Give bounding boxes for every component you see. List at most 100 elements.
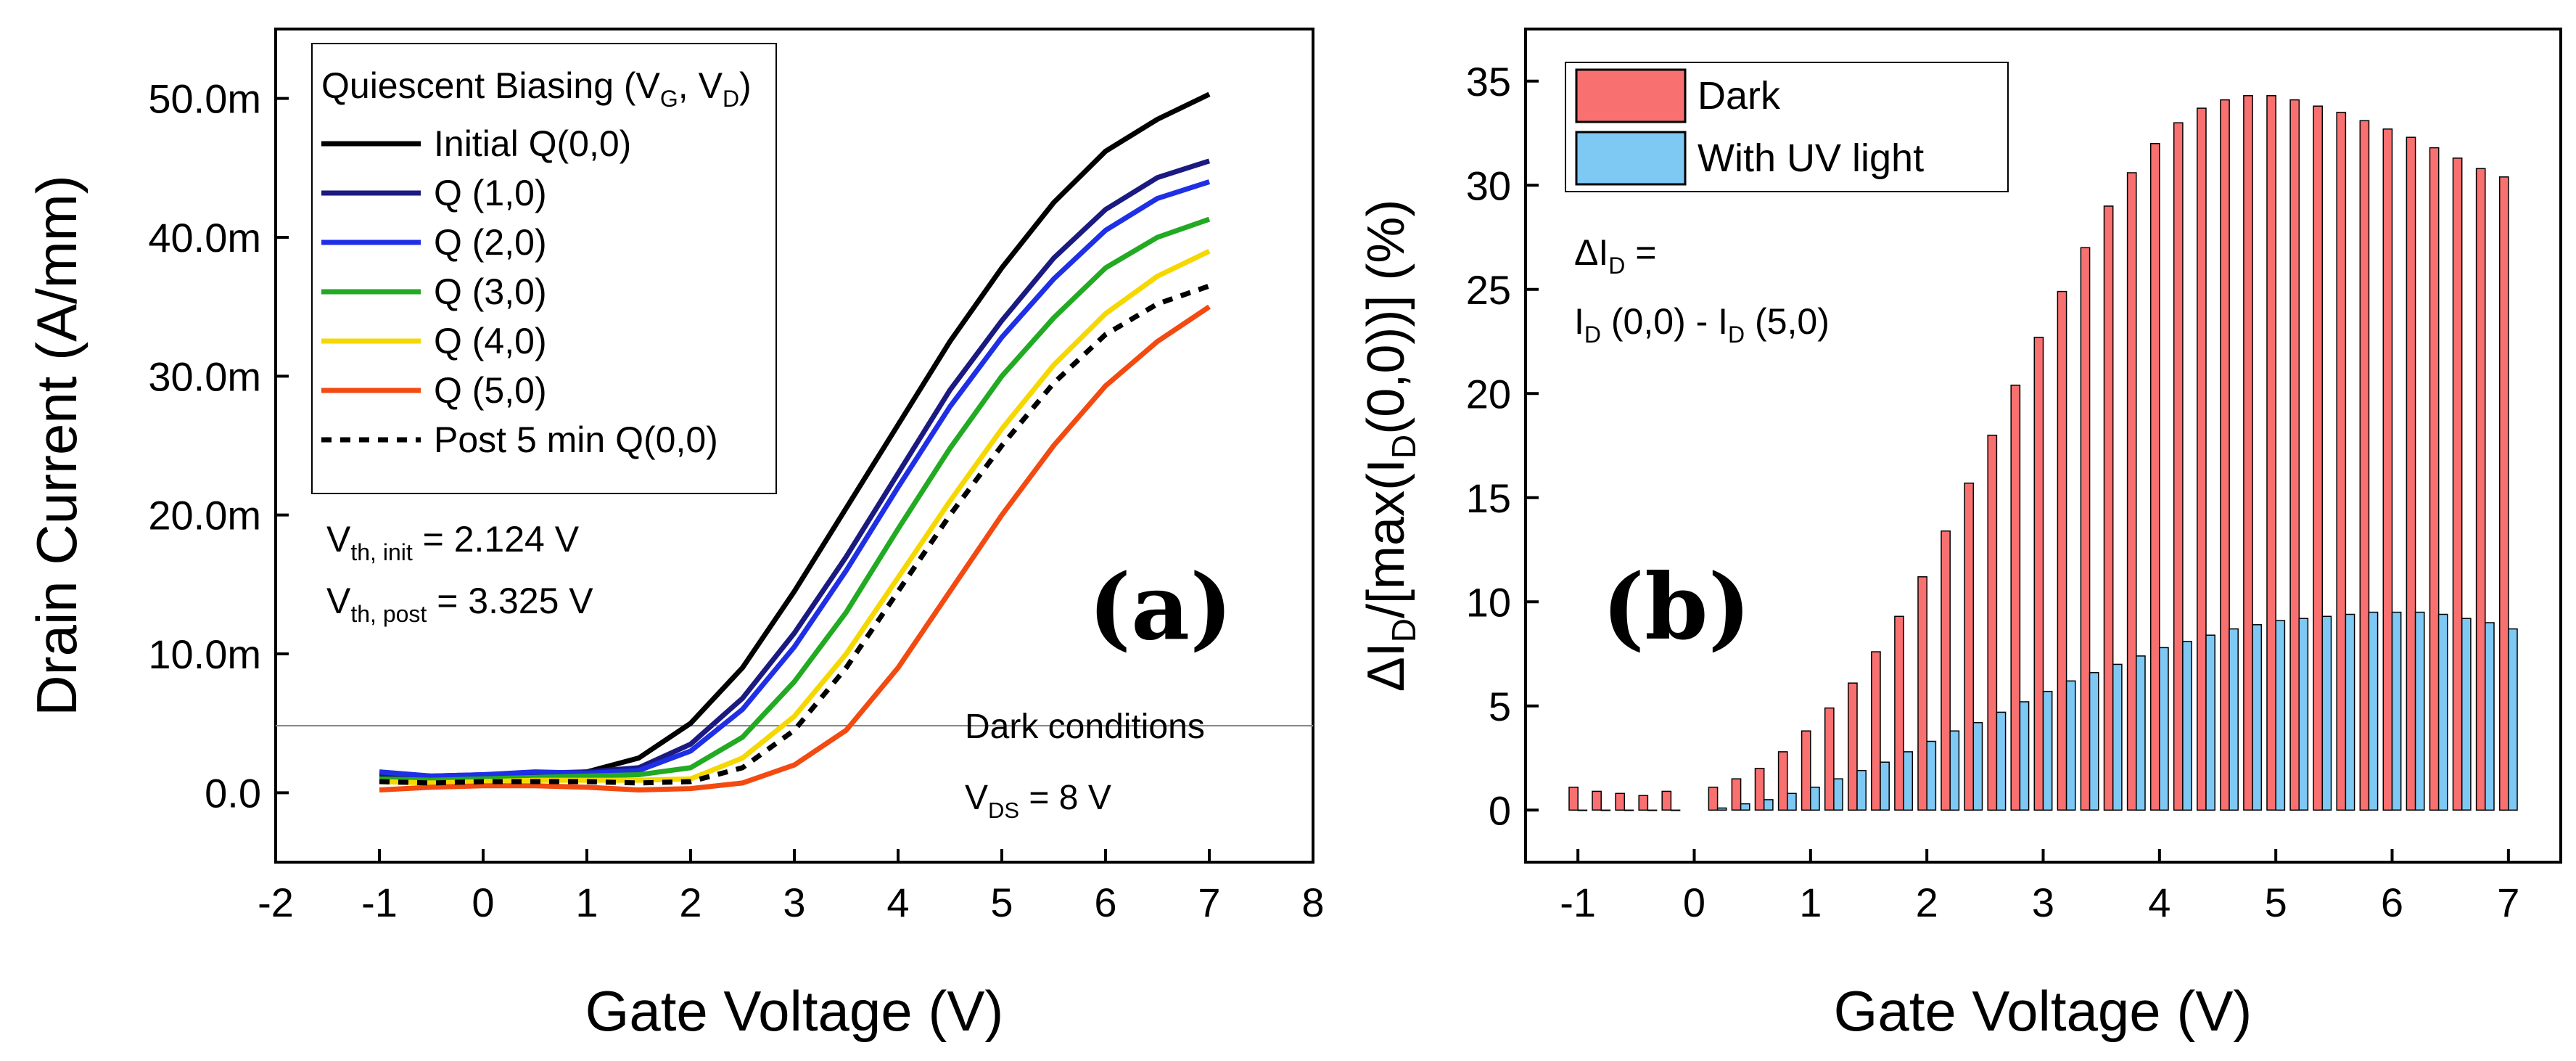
bar-uv	[1972, 721, 1983, 811]
bar-dark	[2498, 176, 2509, 811]
bar-uv	[1740, 803, 1750, 811]
panel-b-y-ticks: 0 5 10 15 20 25 30 35	[1466, 59, 1539, 833]
bar-uv	[2065, 680, 2076, 811]
legend-swatch-uv	[1575, 131, 1687, 186]
panel-b-x-ticks: -1 0 1 2 3 4 5 6 7	[1560, 849, 2519, 925]
bar-uv	[1600, 809, 1611, 811]
legend-label-4: Q (4,0)	[434, 321, 547, 361]
bar-uv	[1624, 809, 1634, 811]
bar-uv	[1880, 761, 1890, 811]
panel-a-x-axis-title: Gate Voltage (V)	[585, 979, 1004, 1043]
series-line-6	[379, 283, 1211, 786]
a-x-tick-label: 3	[783, 880, 805, 925]
b-x-tick-label: -1	[1560, 880, 1596, 925]
bar-dark	[2289, 99, 2300, 811]
b-x-tick-label: 2	[1916, 880, 1938, 925]
a-y-tick-label: 10.0m	[148, 631, 261, 677]
panel-b-x-axis-title: Gate Voltage (V)	[1834, 979, 2252, 1043]
a-x-tick-label: 6	[1094, 880, 1116, 925]
bar-dark	[2336, 112, 2347, 811]
bar-dark	[1987, 434, 1998, 811]
bar-dark	[1824, 707, 1835, 811]
bar-dark	[2382, 128, 2393, 811]
legend-label-1: Q (1,0)	[434, 173, 547, 213]
bar-dark	[2243, 95, 2253, 811]
a-x-tick-label: 0	[472, 880, 494, 925]
bar-uv	[1716, 807, 1727, 811]
panel-a-legend-items: Initial Q(0,0) Q (1,0) Q (2,0) Q (3,0) Q (4,…	[321, 123, 718, 460]
bar-dark	[1615, 792, 1626, 811]
legend-label-2: Q (2,0)	[434, 222, 547, 263]
bar-dark	[1638, 795, 1649, 811]
a-x-tick-label: 5	[990, 880, 1013, 925]
bar-uv	[2508, 628, 2518, 811]
bar-dark	[2220, 99, 2230, 811]
bar-uv	[2298, 618, 2309, 811]
bar-dark	[2033, 337, 2044, 811]
bar-dark	[2406, 136, 2416, 811]
a-x-tick-label: 7	[1198, 880, 1220, 925]
bar-dark	[2126, 172, 2137, 811]
bar-dark	[2057, 290, 2067, 811]
bar-uv	[1949, 730, 1960, 811]
series-line-2	[379, 179, 1211, 779]
bar-uv	[2437, 613, 2448, 811]
dark-conditions-label: Dark conditions	[965, 708, 1205, 746]
bar-uv	[2252, 624, 2263, 811]
bar-dark	[2173, 122, 2184, 811]
b-x-tick-label: 7	[2497, 880, 2519, 925]
a-y-tick-label: 50.0m	[148, 76, 261, 122]
vth-post-annotation: Vth, post = 3.325 V	[326, 581, 593, 627]
b-y-tick-label: 35	[1466, 59, 1511, 105]
bar-uv	[1926, 740, 1937, 811]
b-x-tick-label: 4	[2148, 880, 2170, 925]
bar-uv	[2414, 611, 2425, 811]
b-y-tick-label: 15	[1466, 475, 1511, 521]
bar-uv	[2485, 622, 2495, 811]
a-x-tick-label: 8	[1301, 880, 1324, 925]
legend-label-0: Initial Q(0,0)	[434, 123, 631, 164]
panel-a-series-lines	[379, 91, 1211, 792]
panel-a-y-ticks: 0.0 10.0m 20.0m 30.0m 40.0m 50.0m	[148, 76, 289, 816]
panel-b-legend: Dark With UV light	[1565, 62, 2009, 192]
legend-label-uv: With UV light	[1698, 136, 1924, 180]
delta-id-annotation-line1: ΔID =	[1574, 232, 1657, 279]
b-x-tick-label: 0	[1683, 880, 1705, 925]
bar-uv	[2042, 690, 2053, 811]
bar-uv	[2275, 620, 2286, 811]
bar-uv	[2205, 634, 2215, 811]
a-y-tick-label: 20.0m	[148, 493, 261, 538]
bar-dark	[1777, 751, 1788, 811]
b-y-tick-label: 30	[1466, 163, 1511, 208]
bar-dark	[1941, 530, 1951, 811]
a-x-tick-label: 1	[575, 880, 598, 925]
bar-dark	[2475, 168, 2486, 811]
panel-a-label: (a)	[1088, 554, 1233, 660]
bar-dark	[1848, 682, 1858, 811]
bar-dark	[2313, 105, 2324, 811]
panel-b-y-axis-title: ΔID/[max(ID(0,0))] (%)	[1357, 200, 1423, 692]
bar-uv	[2182, 641, 2192, 811]
legend-label-dark: Dark	[1698, 74, 1781, 118]
b-x-tick-label: 1	[1799, 880, 1822, 925]
panel-a-line-chart: -2 -1 0 1 2 3 4 5 6 7 8 0.0 10.0m 20.0m 30.0m 40.0m 50.…	[25, 28, 1325, 1043]
panel-a-legend: Quiescent Biasing (VG, VD) Initial Q(0,0…	[311, 43, 777, 494]
bar-uv	[1670, 809, 1681, 811]
a-x-tick-label: 4	[886, 880, 909, 925]
b-x-tick-label: 6	[2381, 880, 2403, 925]
series-line-3	[379, 216, 1211, 783]
bar-uv	[1903, 751, 1914, 811]
bar-dark	[1964, 482, 1975, 811]
b-y-tick-label: 10	[1466, 579, 1511, 625]
bar-uv	[1996, 711, 2007, 811]
legend-swatch-dark	[1575, 68, 1687, 123]
bar-uv	[1833, 778, 1843, 811]
vth-init-annotation: Vth, init = 2.124 V	[326, 519, 580, 565]
panel-b-bar-chart: -1 0 1 2 3 4 5 6 7 0 5 10 15 20 25 30 35 Gate Voltage (…	[1357, 28, 2562, 1043]
panel-a-x-ticks: -2 -1 0 1 2 3 4 5 6 7 8	[258, 849, 1325, 925]
bar-uv	[2321, 615, 2332, 811]
a-x-tick-label: 2	[679, 880, 701, 925]
b-x-tick-label: 5	[2265, 880, 2287, 925]
bar-dark	[2103, 205, 2114, 811]
